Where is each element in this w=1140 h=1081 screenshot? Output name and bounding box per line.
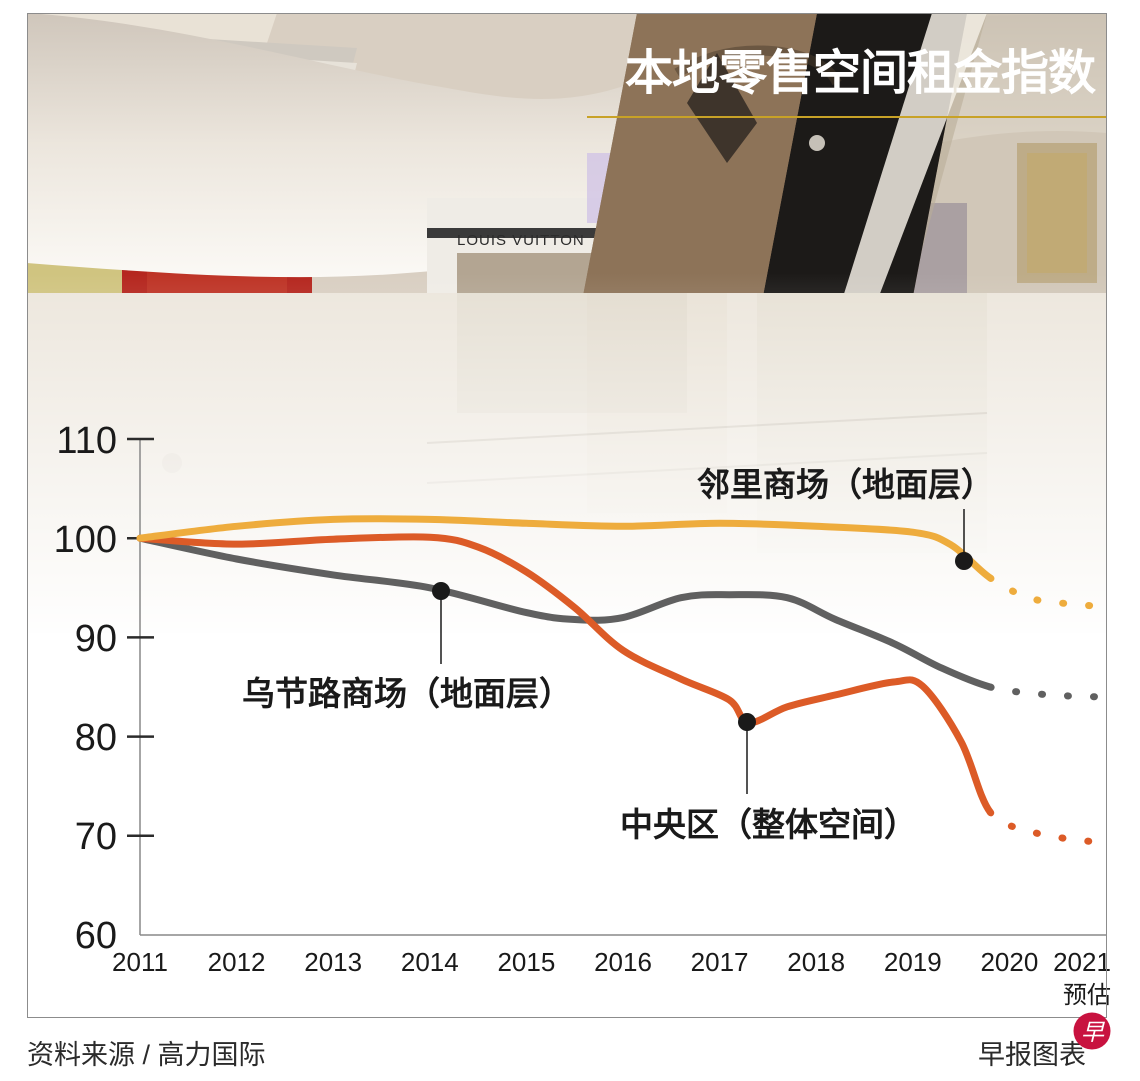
svg-text:2013: 2013 [304, 947, 362, 977]
svg-text:邻里商场（地面层）: 邻里商场（地面层） [697, 466, 994, 503]
svg-text:2021: 2021 [1053, 947, 1111, 977]
svg-text:2019: 2019 [884, 947, 942, 977]
svg-text:60: 60 [75, 915, 117, 957]
svg-text:乌节路商场（地面层）: 乌节路商场（地面层） [242, 675, 572, 712]
svg-text:70: 70 [75, 816, 117, 858]
svg-text:90: 90 [75, 618, 117, 660]
svg-text:中央区（整体空间）: 中央区（整体空间） [620, 806, 917, 843]
svg-text:110: 110 [56, 420, 117, 462]
svg-text:早: 早 [1081, 1019, 1105, 1045]
svg-text:100: 100 [54, 519, 117, 561]
svg-text:2017: 2017 [691, 947, 749, 977]
svg-text:2016: 2016 [594, 947, 652, 977]
svg-text:2015: 2015 [497, 947, 555, 977]
svg-text:2020: 2020 [980, 947, 1038, 977]
svg-text:预估: 预估 [1063, 982, 1111, 1009]
svg-text:2012: 2012 [208, 947, 266, 977]
svg-text:2018: 2018 [787, 947, 845, 977]
svg-text:80: 80 [75, 717, 117, 759]
svg-text:2011: 2011 [112, 947, 168, 977]
svg-text:2014: 2014 [401, 947, 459, 977]
